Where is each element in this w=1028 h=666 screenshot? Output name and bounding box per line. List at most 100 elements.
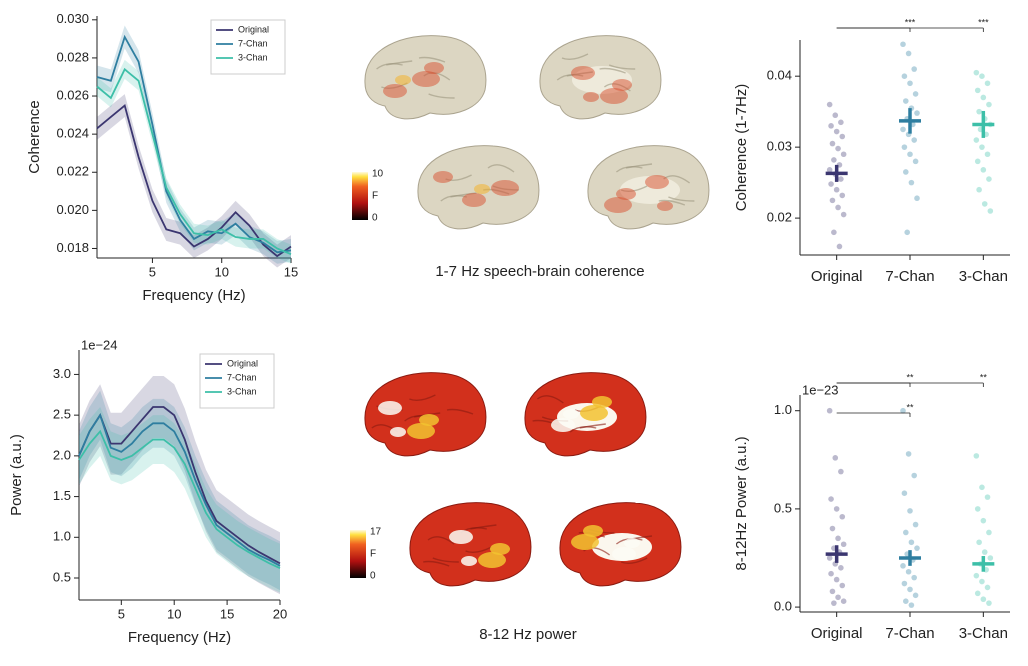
- data-point: [985, 585, 991, 591]
- colorbar: [352, 172, 368, 220]
- data-point: [982, 549, 988, 555]
- figure: 0.0180.0200.0220.0240.0260.0280.030Coher…: [0, 0, 1028, 666]
- x-tick-label: 10: [167, 606, 181, 621]
- x-tick-label: 15: [284, 264, 298, 279]
- y-tick-label: 0.030: [56, 11, 89, 26]
- data-point: [900, 563, 906, 569]
- x-axis-label: Frequency (Hz): [142, 287, 245, 304]
- data-point: [841, 151, 847, 157]
- activation-blob: [461, 556, 477, 566]
- data-point: [900, 41, 906, 47]
- data-point: [981, 167, 987, 173]
- data-point: [976, 109, 982, 115]
- x-tick-label: Original: [811, 625, 863, 642]
- data-point: [985, 151, 991, 157]
- data-point: [914, 545, 920, 551]
- colorbar-min: 0: [372, 213, 378, 224]
- data-point: [828, 571, 834, 577]
- data-point: [988, 208, 994, 214]
- legend-label: 7-Chan: [238, 38, 268, 48]
- y-tick-label: 0.026: [56, 87, 89, 102]
- data-point: [985, 494, 991, 500]
- data-point: [906, 451, 912, 457]
- panel-caption: 8-12 Hz power: [479, 626, 577, 643]
- data-point: [828, 496, 834, 502]
- data-point: [911, 137, 917, 143]
- legend-label: 7-Chan: [227, 372, 257, 382]
- significance-label: ***: [978, 17, 989, 27]
- activation-blob: [449, 530, 473, 544]
- y-tick-label: 0.018: [56, 240, 89, 255]
- x-tick-label: 7-Chan: [885, 625, 934, 642]
- y-axis-label: Coherence (1-7Hz): [733, 84, 750, 212]
- y-tick-label: 0.022: [56, 164, 89, 179]
- data-point: [839, 514, 845, 520]
- data-point: [834, 187, 840, 193]
- data-point: [837, 244, 843, 250]
- data-point: [976, 187, 982, 193]
- x-tick-label: 15: [220, 606, 234, 621]
- data-point: [835, 205, 841, 211]
- activation-blob: [474, 184, 490, 194]
- x-axis-label: Frequency (Hz): [128, 629, 231, 646]
- data-point: [907, 151, 913, 157]
- data-point: [839, 134, 845, 140]
- y-tick-label: 0.028: [56, 49, 89, 64]
- activation-blob: [383, 84, 407, 98]
- data-point: [830, 526, 836, 532]
- data-point: [904, 229, 910, 235]
- activation-blob: [378, 401, 402, 415]
- data-point: [976, 539, 982, 545]
- colorbar-max: 17: [370, 527, 382, 538]
- y-tick-label: 0.5: [774, 500, 792, 515]
- data-point: [911, 473, 917, 479]
- activation-blob: [580, 405, 608, 421]
- y-tick-label: 0.0: [774, 599, 792, 614]
- data-point: [834, 506, 840, 512]
- colorbar-min: 0: [370, 571, 376, 582]
- significance-label: **: [906, 402, 914, 412]
- data-point: [981, 518, 987, 524]
- data-point: [828, 181, 834, 187]
- x-tick-label: 5: [149, 264, 156, 279]
- activation-blob: [604, 197, 632, 213]
- x-tick-label: Original: [811, 268, 863, 285]
- colorbar-max: 10: [372, 169, 384, 180]
- data-point: [975, 159, 981, 165]
- significance-label: **: [980, 372, 988, 382]
- data-point: [986, 600, 992, 606]
- activation-blob: [462, 193, 486, 207]
- data-point: [911, 66, 917, 72]
- y-tick-label: 1.5: [53, 488, 71, 503]
- data-point: [974, 573, 980, 579]
- y-axis-label: Coherence: [26, 100, 43, 173]
- data-point: [903, 598, 909, 604]
- offset-label: 1e−24: [81, 337, 118, 352]
- data-point: [838, 176, 844, 182]
- y-tick-label: 0.5: [53, 569, 71, 584]
- colorbar: [350, 530, 366, 578]
- data-point: [841, 598, 847, 604]
- data-point: [907, 508, 913, 514]
- activation-blob: [624, 538, 640, 548]
- data-point: [831, 157, 837, 163]
- legend-label: 3-Chan: [238, 52, 268, 62]
- data-point: [839, 193, 845, 199]
- data-point: [913, 593, 919, 599]
- data-point: [830, 141, 836, 147]
- x-tick-label: 3-Chan: [959, 268, 1008, 285]
- y-tick-label: 2.5: [53, 407, 71, 422]
- data-point: [838, 120, 844, 126]
- data-point: [827, 408, 833, 414]
- activation-blob: [412, 71, 440, 87]
- x-tick-label: 10: [214, 264, 228, 279]
- activation-blob: [551, 418, 575, 432]
- data-point: [903, 169, 909, 175]
- colorbar-label: F: [370, 549, 376, 560]
- x-tick-label: 3-Chan: [959, 625, 1008, 642]
- activation-blob: [571, 534, 599, 550]
- data-point: [986, 176, 992, 182]
- data-point: [831, 229, 837, 235]
- data-point: [902, 581, 908, 587]
- data-point: [914, 195, 920, 201]
